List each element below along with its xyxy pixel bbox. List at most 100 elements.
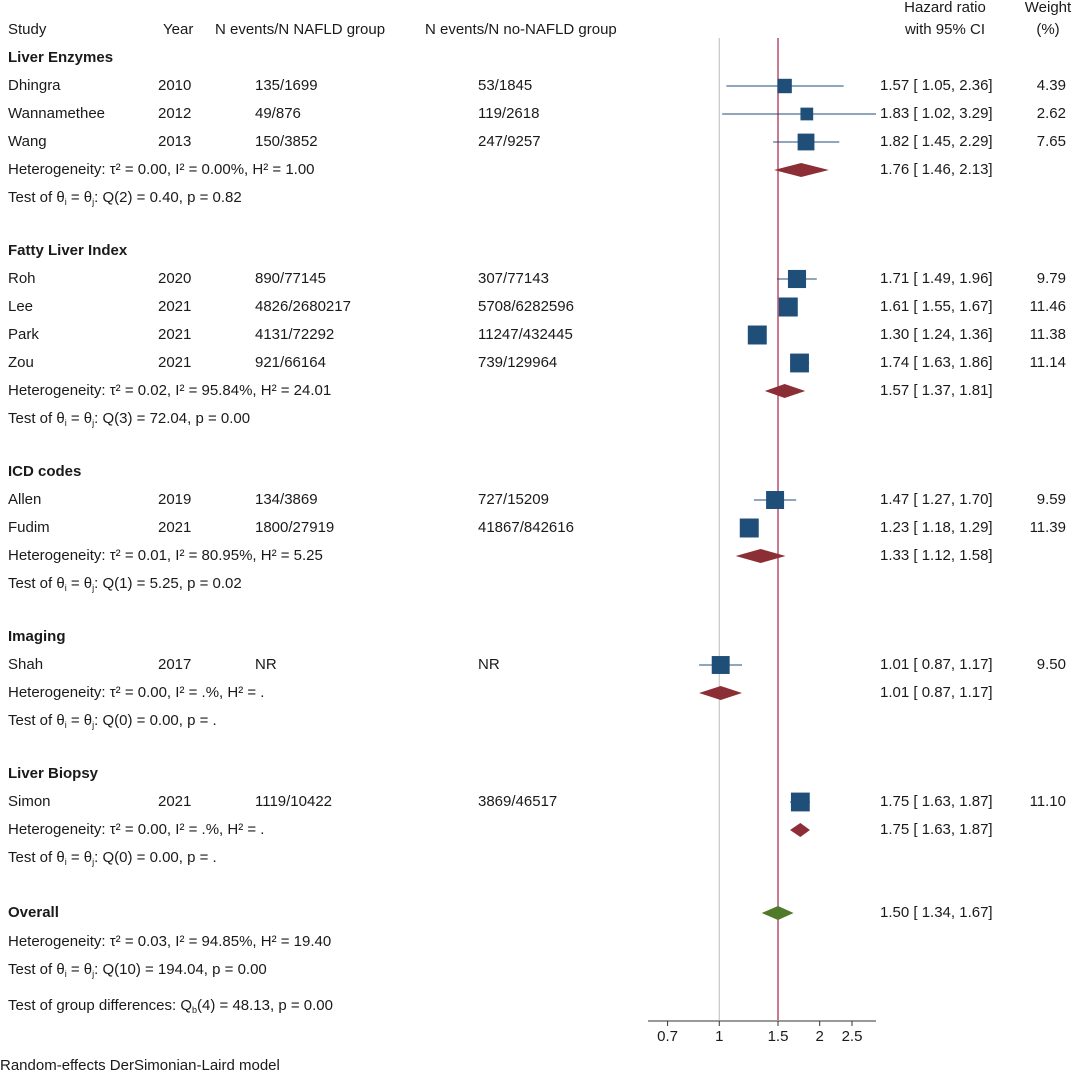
- study-year: 2021: [158, 519, 192, 536]
- group-pooled-ci: 1.75 [ 1.63, 1.87]: [880, 821, 993, 838]
- group-test: Test of θi = θj: Q(0) = 0.00, p = .: [8, 849, 217, 867]
- study-nonafld-events: 3869/46517: [478, 793, 558, 810]
- group-heterogeneity: Heterogeneity: τ² = 0.00, I² = 0.00%, H²…: [8, 161, 315, 178]
- study-name: Park: [8, 326, 39, 343]
- study-hr-ci: 1.75 [ 1.63, 1.87]: [880, 793, 993, 810]
- study-year: 2021: [158, 354, 192, 371]
- study-nafld-events: 1119/10422: [255, 793, 333, 810]
- group-heterogeneity: Heterogeneity: τ² = 0.02, I² = 95.84%, H…: [8, 382, 332, 399]
- study-marker: [797, 133, 815, 151]
- study-name: Simon: [8, 793, 51, 810]
- study-year: 2010: [158, 77, 192, 94]
- group-test: Test of θi = θj: Q(0) = 0.00, p = .: [8, 712, 217, 730]
- study-hr-ci: 1.61 [ 1.55, 1.67]: [880, 298, 993, 315]
- header-nafld: N events/N NAFLD group: [215, 21, 386, 38]
- study-weight: 11.14: [1029, 354, 1066, 371]
- overall-heterogeneity: Heterogeneity: τ² = 0.03, I² = 94.85%, H…: [8, 933, 332, 950]
- study-nonafld-events: NR: [478, 656, 500, 673]
- study-nafld-events: 150/3852: [255, 133, 318, 150]
- group-heterogeneity: Heterogeneity: τ² = 0.00, I² = .%, H² = …: [8, 684, 265, 701]
- overall-test: Test of θi = θj: Q(10) = 194.04, p = 0.0…: [8, 961, 267, 979]
- group-differences-test: Test of group differences: Qb(4) = 48.13…: [8, 997, 333, 1015]
- x-tick-label: 1: [715, 1028, 723, 1045]
- study-marker: [711, 656, 730, 674]
- study-name: Dhingra: [8, 77, 61, 94]
- group-title: Liver Enzymes: [8, 49, 114, 66]
- x-tick-label: 2.5: [842, 1028, 863, 1045]
- study-marker: [739, 518, 759, 538]
- study-marker: [778, 297, 798, 317]
- study-hr-ci: 1.82 [ 1.45, 2.29]: [880, 133, 993, 150]
- header-weight-line1: Weight: [1024, 0, 1072, 16]
- study-nonafld-events: 5708/6282596: [478, 298, 574, 315]
- study-name: Wang: [8, 133, 47, 150]
- study-weight: 11.39: [1029, 519, 1066, 536]
- study-nafld-events: 49/876: [255, 105, 301, 122]
- group-diamond: [699, 686, 743, 700]
- study-name: Allen: [8, 491, 42, 508]
- group-pooled-ci: 1.33 [ 1.12, 1.58]: [880, 547, 993, 564]
- study-hr-ci: 1.23 [ 1.18, 1.29]: [880, 519, 993, 536]
- study-weight: 9.50: [1036, 656, 1066, 673]
- study-year: 2020: [158, 270, 192, 287]
- study-nonafld-events: 11247/432445: [478, 326, 573, 343]
- study-hr-ci: 1.71 [ 1.49, 1.96]: [880, 270, 993, 287]
- study-nafld-events: 890/77145: [255, 270, 326, 287]
- study-weight: 9.59: [1036, 491, 1066, 508]
- study-name: Lee: [8, 298, 34, 315]
- x-tick-label: 2: [816, 1028, 824, 1045]
- study-name: Fudim: [8, 519, 50, 536]
- study-name: Zou: [8, 354, 34, 371]
- study-name: Wannamethee: [8, 105, 106, 122]
- study-weight: 2.62: [1036, 105, 1066, 122]
- study-nafld-events: 1800/27919: [255, 519, 335, 536]
- group-diamond: [774, 163, 829, 177]
- study-nafld-events: NR: [255, 656, 277, 673]
- group-title: Imaging: [8, 628, 66, 645]
- study-nonafld-events: 41867/842616: [478, 519, 574, 536]
- study-weight: 11.10: [1029, 793, 1066, 810]
- study-hr-ci: 1.83 [ 1.02, 3.29]: [880, 105, 993, 122]
- group-diamond: [735, 549, 786, 563]
- study-marker: [777, 78, 792, 94]
- study-year: 2019: [158, 491, 192, 508]
- study-nonafld-events: 307/77143: [478, 270, 549, 287]
- study-year: 2021: [158, 793, 192, 810]
- group-title: Liver Biopsy: [8, 765, 99, 782]
- group-title: ICD codes: [8, 463, 82, 480]
- study-nonafld-events: 119/2618: [478, 105, 540, 122]
- group-pooled-ci: 1.57 [ 1.37, 1.81]: [880, 382, 993, 399]
- group-pooled-ci: 1.76 [ 1.46, 2.13]: [880, 161, 993, 178]
- group-diamond: [764, 384, 806, 398]
- header-hr-line1: Hazard ratio: [904, 0, 986, 16]
- study-nafld-events: 4131/72292: [255, 326, 335, 343]
- study-year: 2017: [158, 656, 192, 673]
- study-marker: [800, 107, 814, 121]
- header-hr-line2: with 95% CI: [904, 21, 986, 38]
- study-marker: [787, 269, 807, 289]
- study-weight: 11.46: [1029, 298, 1066, 315]
- x-tick-label: 0.7: [657, 1028, 678, 1045]
- header-weight-line2: (%): [1036, 21, 1060, 38]
- study-hr-ci: 1.57 [ 1.05, 2.36]: [880, 77, 993, 94]
- study-nafld-events: 4826/2680217: [255, 298, 351, 315]
- group-heterogeneity: Heterogeneity: τ² = 0.01, I² = 80.95%, H…: [8, 547, 323, 564]
- study-marker: [747, 325, 767, 345]
- study-hr-ci: 1.74 [ 1.63, 1.86]: [880, 354, 993, 371]
- group-diamond: [790, 823, 810, 837]
- study-name: Roh: [8, 270, 36, 287]
- header-nonafld: N events/N no-NAFLD group: [425, 21, 617, 38]
- group-title: Fatty Liver Index: [8, 242, 128, 259]
- study-marker: [766, 491, 785, 509]
- study-nonafld-events: 247/9257: [478, 133, 541, 150]
- x-tick-label: 1.5: [768, 1028, 789, 1045]
- header-study: Study: [8, 21, 47, 38]
- group-test: Test of θi = θj: Q(3) = 72.04, p = 0.00: [8, 410, 251, 428]
- group-test: Test of θi = θj: Q(2) = 0.40, p = 0.82: [8, 189, 242, 207]
- study-nonafld-events: 727/15209: [478, 491, 549, 508]
- study-nafld-events: 135/1699: [255, 77, 318, 94]
- header-year: Year: [163, 21, 194, 38]
- study-hr-ci: 1.47 [ 1.27, 1.70]: [880, 491, 993, 508]
